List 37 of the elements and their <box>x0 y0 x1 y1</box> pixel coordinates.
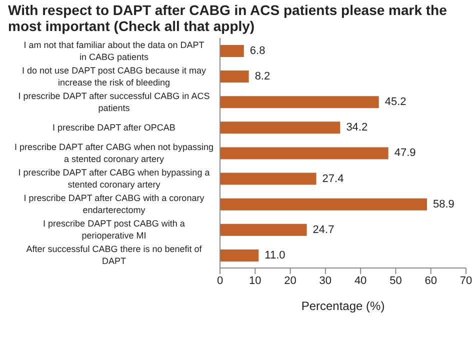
y-tick-label: I prescribe DAPT after CABG when not bypassing a stented coronary artery <box>14 142 214 164</box>
bar <box>220 45 244 57</box>
x-tick-label: 20 <box>284 274 296 287</box>
bar <box>220 96 379 108</box>
y-tick-label: I prescribe DAPT after CABG when bypassing a stented coronary artery <box>18 168 210 190</box>
data-label: 34.2 <box>346 122 368 134</box>
bar <box>220 70 249 83</box>
data-label: 11.0 <box>264 249 286 262</box>
data-label: 24.7 <box>312 224 334 236</box>
chart-title: With respect to DAPT after CABG in ACS patients please mark the most important (Check all that apply) <box>8 2 448 34</box>
data-label: 8.2 <box>254 70 270 83</box>
y-tick-label: I prescribe DAPT after successful CABG in ACS patients <box>18 90 210 113</box>
x-tick-label: 70 <box>460 274 472 287</box>
x-tick-label: 50 <box>390 274 402 287</box>
data-label: 58.9 <box>432 198 454 210</box>
x-axis-title: Percentage (%) <box>301 299 385 313</box>
x-tick-label: 30 <box>319 274 332 287</box>
y-tick-label: I am not that familiar about the data on DAPT in CABG patients <box>24 40 205 62</box>
bar <box>220 198 427 210</box>
y-tick-label: After successful CABG there is no benefit of DAPT <box>26 244 202 266</box>
bar <box>220 147 388 160</box>
y-tick-label: I prescribe DAPT after OPCAB <box>52 122 176 132</box>
bar <box>220 122 340 134</box>
x-tick-label: 40 <box>354 274 367 287</box>
data-label: 47.9 <box>394 147 416 160</box>
x-tick-label: 60 <box>424 274 437 287</box>
x-tick-label: 0 <box>216 274 224 287</box>
bar <box>220 224 307 236</box>
bar <box>220 172 316 185</box>
y-tick-label: I prescribe DAPT after CABG with a coronary endarterectomy <box>24 193 205 216</box>
y-tick-label: I do not use DAPT post CABG because it may increase the risk of bleeding <box>22 65 206 88</box>
data-label: 6.8 <box>250 45 266 57</box>
bar <box>220 249 259 262</box>
data-label: 27.4 <box>322 172 344 185</box>
x-tick-label: 10 <box>249 274 262 287</box>
data-label: 45.2 <box>384 96 406 108</box>
y-tick-label: I prescribe DAPT post CABG with a perioperative MI <box>43 218 185 241</box>
